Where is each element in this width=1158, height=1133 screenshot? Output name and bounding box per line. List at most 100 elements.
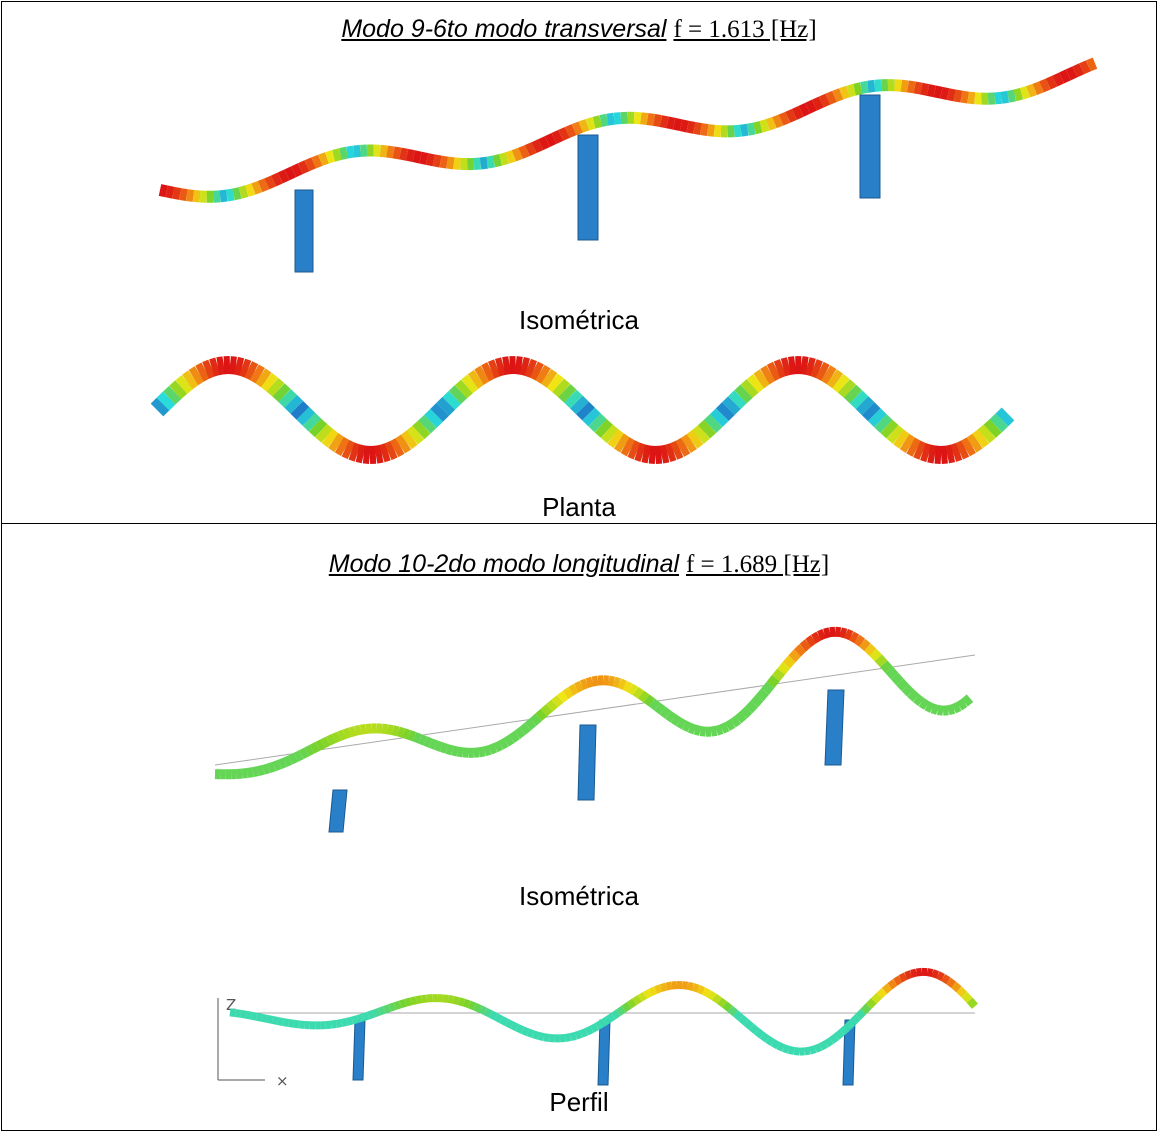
pier — [352, 1019, 366, 1081]
deck-segment — [687, 722, 697, 735]
deck-segment — [800, 356, 809, 375]
deck-segment — [961, 991, 973, 1003]
deck-segment — [864, 643, 877, 656]
deck-segment — [627, 440, 641, 460]
deck-segment — [467, 1000, 477, 1011]
deck-segment — [585, 116, 596, 131]
deck-segment — [823, 627, 832, 639]
deck-segment — [582, 407, 601, 427]
deck-segment — [966, 997, 978, 1009]
deck-segment — [937, 705, 944, 716]
deck-segment — [613, 433, 631, 453]
deck-segment — [169, 380, 188, 400]
deck-segment — [961, 694, 974, 707]
deck-segment — [326, 734, 336, 746]
deck-segment — [839, 1024, 850, 1036]
deck-segment — [791, 105, 804, 120]
deck-segment — [379, 144, 388, 158]
deck-segment — [494, 1013, 504, 1024]
deck-segment — [886, 424, 905, 444]
deck-segment — [232, 187, 242, 201]
deck-segment — [229, 356, 237, 375]
deck-segment — [825, 90, 837, 105]
deck-segment — [722, 1001, 733, 1013]
deck-segment — [898, 972, 908, 983]
deck-segment — [960, 90, 969, 104]
deck-segment — [947, 704, 956, 716]
deck-segment — [849, 390, 869, 410]
deck-segment — [483, 744, 492, 757]
deck-segment — [709, 408, 729, 428]
deck-segment — [673, 117, 683, 132]
deck-segment — [558, 383, 577, 403]
deck-segment — [568, 683, 579, 696]
deck-segment — [498, 737, 509, 750]
deck-segment — [473, 747, 480, 758]
deck-segment — [823, 1037, 834, 1048]
deck-segment — [361, 1011, 370, 1022]
deck-segment — [488, 1010, 498, 1021]
deck-segment — [156, 391, 176, 411]
deck-segment — [727, 1005, 739, 1017]
deck-segment — [750, 694, 764, 708]
deck-segment — [255, 1012, 263, 1022]
deck-segment — [913, 440, 927, 460]
deck-segment — [487, 359, 501, 379]
deck-segment — [318, 152, 329, 166]
deck-segment — [298, 1020, 305, 1029]
deck-segment — [342, 727, 352, 739]
deck-segment — [913, 81, 923, 95]
deck-segment — [271, 1016, 279, 1025]
deck-segment — [579, 678, 589, 690]
deck-segment — [478, 746, 486, 758]
deck-segment — [589, 1022, 600, 1033]
deck-segment — [804, 1046, 811, 1056]
deck-segment — [659, 706, 671, 719]
deck-segment — [264, 175, 276, 190]
deck-segment — [670, 714, 682, 727]
deck-segment — [395, 434, 412, 454]
deck-segment — [1039, 78, 1051, 93]
deck-segment — [337, 729, 347, 741]
deck-segment — [748, 1023, 760, 1035]
deck-segment — [202, 359, 216, 379]
deck-segment — [874, 654, 888, 668]
deck-segment — [620, 437, 636, 457]
deck-segment — [715, 724, 724, 736]
deck-segment — [399, 998, 407, 1009]
deck-segment — [291, 163, 303, 178]
deck-segment — [425, 153, 435, 167]
view-caption: Perfil — [549, 1087, 609, 1117]
deck-segment — [600, 1016, 610, 1027]
deck-segment — [239, 358, 252, 378]
deck-segment — [1079, 60, 1091, 75]
deck-segment — [621, 1001, 632, 1013]
deck-segment — [260, 372, 279, 392]
deck-segment — [692, 424, 710, 444]
deck-segment — [481, 362, 496, 382]
deck-segment — [245, 1010, 252, 1020]
deck-segment — [412, 150, 422, 164]
deck-segment — [574, 680, 584, 693]
deck-segment — [356, 1013, 365, 1023]
deck-segment — [811, 631, 822, 644]
deck-segment — [399, 147, 409, 161]
deck-segment — [701, 987, 711, 998]
deck-segment — [616, 1005, 627, 1016]
deck-segment — [641, 444, 652, 464]
deck-segment — [165, 185, 175, 199]
deck-segment — [377, 1006, 386, 1016]
formula: f = 1.613 [Hz] — [673, 16, 817, 43]
deck-segment — [330, 1019, 337, 1029]
deck-segment — [1086, 57, 1098, 72]
deck-segment — [308, 418, 328, 438]
deck-segment — [676, 717, 687, 730]
deck-segment — [881, 983, 893, 994]
deck-segment — [400, 430, 418, 450]
deck-segment — [272, 759, 282, 772]
deck-segment — [514, 356, 523, 375]
deck-segment — [682, 720, 692, 733]
deck-segment — [946, 88, 956, 102]
